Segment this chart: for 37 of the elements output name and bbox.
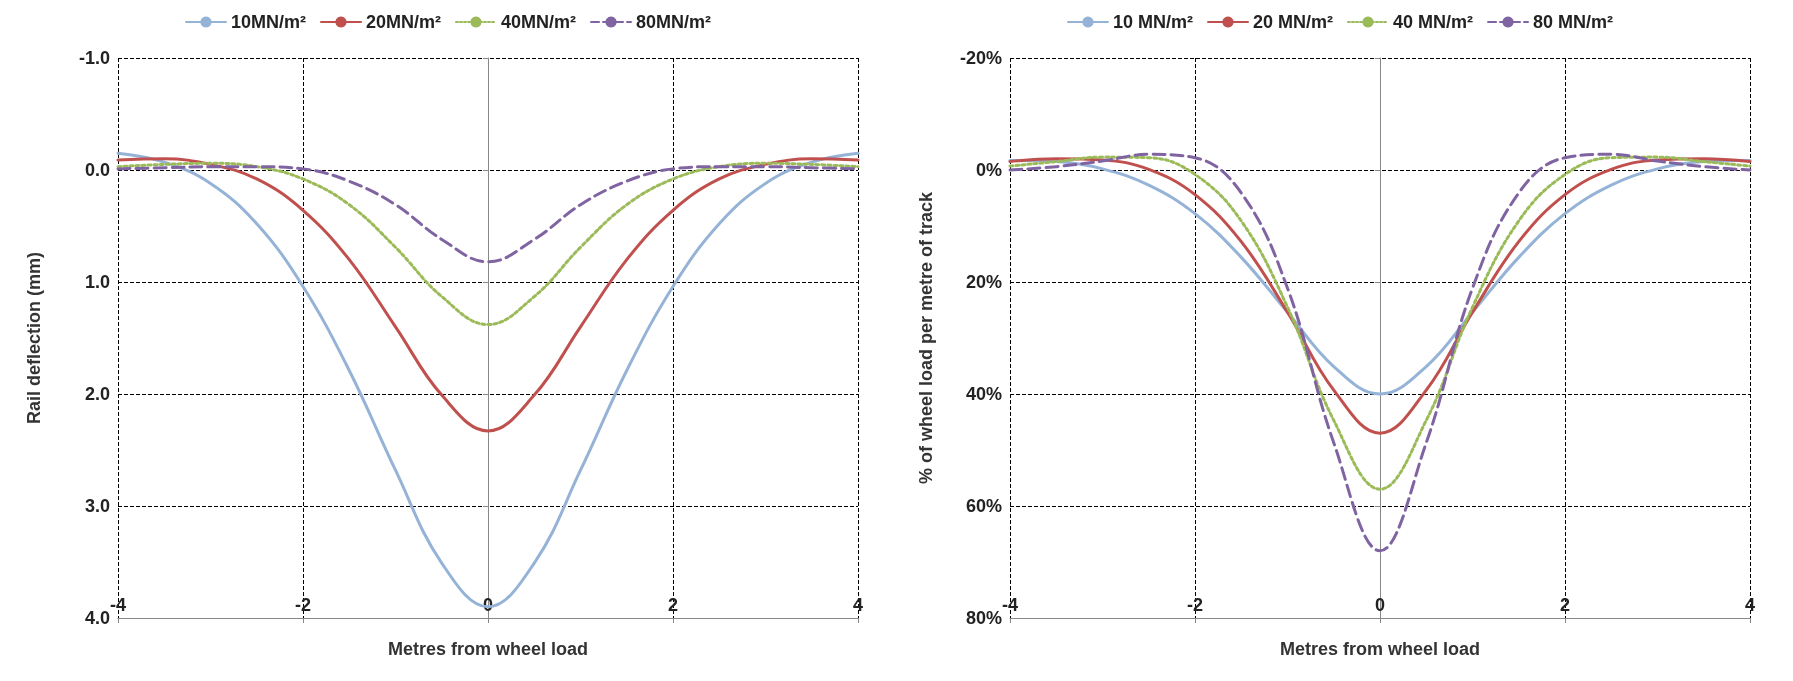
y-tick-label: 2.0 — [84, 384, 110, 404]
line-series — [1008, 152, 1752, 553]
x-axis-title: Metres from wheel load — [387, 639, 589, 659]
x-tick-label: 0 — [1374, 595, 1386, 615]
y-tick-label: 0.0 — [84, 160, 110, 180]
line-series — [116, 161, 860, 327]
line-series — [1008, 155, 1752, 491]
y-tick-label: 80% — [965, 608, 1002, 628]
y-tick-label: 20% — [965, 272, 1002, 292]
x-tick-label: 4 — [1744, 595, 1756, 615]
y-tick-label: 1.0 — [84, 272, 110, 292]
legend-label: 80MN/m² — [636, 12, 712, 32]
y-tick-label: 4.0 — [84, 608, 110, 628]
y-axis-title: % of wheel load per metre of track — [916, 190, 936, 485]
x-tick-label: -2 — [1186, 595, 1204, 615]
x-tick-label: -2 — [294, 595, 312, 615]
x-tick-label: -4 — [1001, 595, 1019, 615]
legend-label: 80 MN/m² — [1533, 12, 1614, 32]
x-tick-label: -4 — [109, 595, 127, 615]
legend-label: 40MN/m² — [501, 12, 577, 32]
legend-label: 10 MN/m² — [1112, 12, 1193, 32]
y-tick-label: -1.0 — [78, 48, 110, 68]
line-series — [116, 157, 860, 433]
y-tick-label: -20% — [959, 48, 1002, 68]
x-tick-label: 2 — [1559, 595, 1571, 615]
x-tick-label: 2 — [667, 595, 679, 615]
y-tick-label: 40% — [965, 384, 1002, 404]
legend-label: 10MN/m² — [230, 12, 306, 32]
y-tick-label: 3.0 — [84, 496, 110, 516]
legend-label: 40 MN/m² — [1393, 12, 1474, 32]
legend-label: 20 MN/m² — [1252, 12, 1334, 32]
y-axis-title: Rail deflection (mm) — [24, 251, 44, 425]
y-tick-label: 60% — [965, 496, 1002, 516]
x-axis-title: Metres from wheel load — [1279, 639, 1481, 659]
legend-label: 20MN/m² — [365, 12, 442, 32]
x-tick-label: 4 — [852, 595, 864, 615]
y-tick-label: 0% — [975, 160, 1002, 180]
